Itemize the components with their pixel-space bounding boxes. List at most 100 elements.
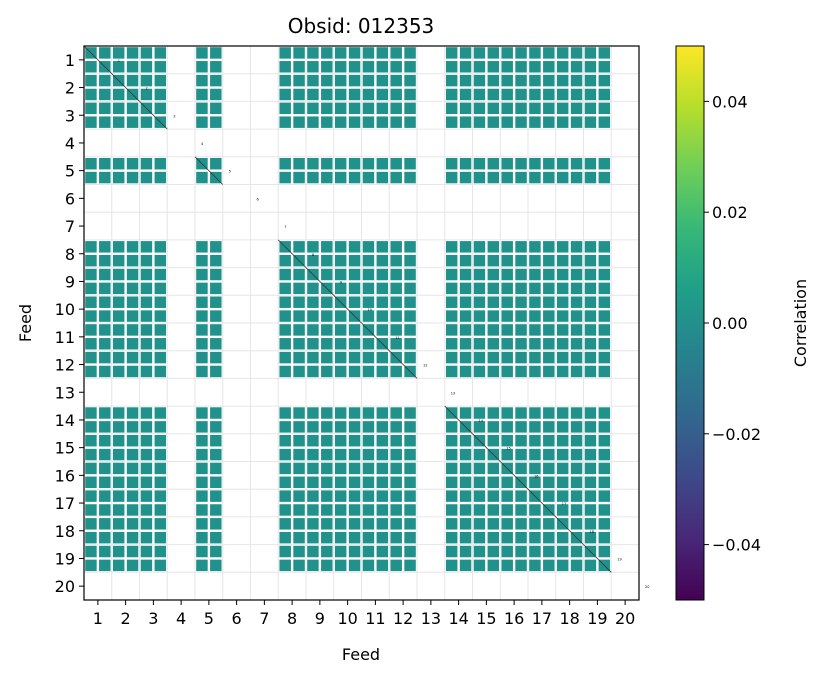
heatmap-cell	[515, 490, 527, 502]
heatmap-cell	[140, 324, 153, 336]
heatmap-cell	[487, 504, 500, 516]
heatmap-cell	[348, 559, 361, 572]
heatmap-cell	[473, 116, 486, 128]
heatmap-cell	[473, 365, 486, 378]
heatmap-cell	[348, 518, 361, 530]
heatmap-cell	[543, 88, 555, 101]
heatmap-cell	[279, 296, 291, 308]
x-tick-label: 19	[587, 609, 607, 628]
heatmap-cell	[515, 296, 527, 308]
heatmap-cell	[140, 365, 153, 378]
heatmap-cell	[445, 518, 458, 530]
heatmap-cell	[293, 310, 305, 322]
y-tick-label: 15	[55, 439, 75, 458]
heatmap-cell	[307, 241, 319, 253]
heatmap-cell	[126, 74, 139, 87]
heatmap-cell	[445, 47, 458, 59]
heatmap-cell	[307, 518, 319, 530]
heatmap-cell	[487, 365, 500, 378]
heatmap-cell	[570, 47, 583, 59]
heatmap-cell	[334, 102, 347, 115]
y-tick-label: 4	[65, 134, 75, 153]
heatmap-cell	[348, 74, 361, 87]
heatmap-cell	[112, 102, 125, 115]
heatmap-cell	[154, 407, 167, 419]
heatmap-cell	[321, 61, 333, 73]
heatmap-cell	[196, 545, 208, 558]
heatmap-cell	[376, 254, 389, 267]
heatmap-cell	[556, 462, 569, 475]
x-tick-label: 4	[176, 609, 186, 628]
heatmap-cell	[543, 171, 555, 184]
y-tick-label: 5	[65, 162, 75, 181]
heatmap-cell	[99, 116, 111, 128]
heatmap-cell	[487, 435, 500, 447]
heatmap-cell	[210, 102, 222, 115]
heatmap-cell	[140, 47, 153, 59]
heatmap-cell	[348, 407, 361, 419]
heatmap-cell	[515, 88, 527, 101]
heatmap-cell	[543, 268, 555, 281]
heatmap-cell	[293, 116, 305, 128]
heatmap-cell	[210, 254, 222, 267]
heatmap-cell	[85, 241, 97, 253]
heatmap-cell	[598, 365, 611, 378]
heatmap-cell	[348, 324, 361, 336]
heatmap-cell	[556, 47, 569, 59]
heatmap-cell	[473, 407, 486, 419]
heatmap-cell	[307, 407, 319, 419]
heatmap-cell	[279, 310, 291, 322]
heatmap-cell	[584, 531, 597, 544]
heatmap-cell	[279, 254, 291, 267]
heatmap-cell	[404, 338, 416, 350]
heatmap-cell	[445, 282, 458, 295]
heatmap-cell	[112, 158, 125, 170]
heatmap-cell	[376, 268, 389, 281]
heatmap-cell	[390, 158, 402, 170]
heatmap-cell	[293, 476, 305, 488]
heatmap-cell	[362, 407, 375, 419]
heatmap-cell	[279, 47, 291, 59]
heatmap-cell	[154, 296, 167, 308]
x-tick-label: 7	[259, 609, 269, 628]
heatmap-cell	[487, 421, 500, 433]
heatmap-cell	[556, 88, 569, 101]
heatmap-cell	[348, 171, 361, 184]
heatmap-cell	[99, 171, 111, 184]
heatmap-cell	[196, 462, 208, 475]
heatmap-cell	[487, 74, 500, 87]
heatmap-cell	[140, 559, 153, 572]
heatmap-cell	[126, 296, 139, 308]
heatmap-cell	[279, 324, 291, 336]
x-tick-label: 20	[615, 609, 635, 628]
heatmap-cell	[543, 351, 555, 364]
heatmap-cell	[445, 88, 458, 101]
heatmap-cell	[210, 559, 222, 572]
heatmap-cell	[584, 88, 597, 101]
x-tick-label: 3	[148, 609, 158, 628]
y-tick-label: 3	[65, 106, 75, 125]
colorbar-tick-label: 0.02	[712, 203, 748, 222]
diagonal-feed-label: 18	[590, 530, 594, 534]
heatmap-cell	[307, 310, 319, 322]
heatmap-cell	[307, 296, 319, 308]
heatmap-cell	[445, 74, 458, 87]
heatmap-cell	[321, 407, 333, 419]
heatmap-cell	[529, 462, 541, 475]
heatmap-cell	[487, 116, 500, 128]
heatmap-cell	[543, 407, 555, 419]
heatmap-cell	[445, 545, 458, 558]
heatmap-cell	[543, 365, 555, 378]
heatmap-cell	[598, 476, 611, 488]
heatmap-cell	[515, 559, 527, 572]
heatmap-cell	[362, 448, 375, 461]
heatmap-cell	[196, 74, 208, 87]
heatmap-cell	[154, 254, 167, 267]
heatmap-cell	[459, 448, 472, 461]
heatmap-cell	[196, 254, 208, 267]
heatmap-cell	[459, 102, 472, 115]
heatmap-cell	[126, 351, 139, 364]
heatmap-cell	[473, 448, 486, 461]
heatmap-cell	[501, 518, 513, 530]
heatmap-cell	[279, 116, 291, 128]
